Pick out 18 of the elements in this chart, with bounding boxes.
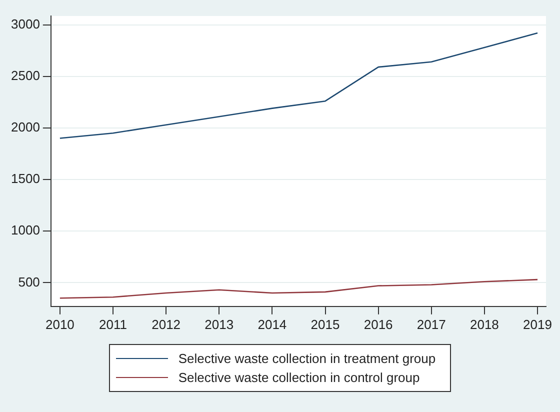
y-tick-label: 500 [18, 274, 40, 290]
legend-label: Selective waste collection in control group [178, 369, 420, 387]
x-tick-label: 2017 [416, 316, 446, 332]
x-tick-label: 2015 [310, 316, 340, 332]
x-tick-label: 2012 [152, 316, 181, 332]
y-tick-label: 1000 [11, 222, 40, 238]
legend-label: Selective waste collection in treatment group [178, 350, 436, 368]
x-tick-label: 2011 [99, 316, 127, 332]
x-tick-label: 2018 [470, 316, 499, 332]
y-tick-label: 1500 [11, 171, 40, 186]
y-tick-label: 3000 [11, 16, 40, 32]
x-tick-label: 2010 [45, 316, 74, 332]
y-tick-label: 2500 [11, 68, 40, 83]
x-tick-label: 2019 [523, 316, 552, 332]
x-tick-label: 2014 [258, 316, 287, 332]
x-tick-label: 2016 [364, 316, 393, 332]
y-tick-label: 2000 [11, 120, 40, 135]
x-tick-label: 2013 [204, 316, 234, 332]
